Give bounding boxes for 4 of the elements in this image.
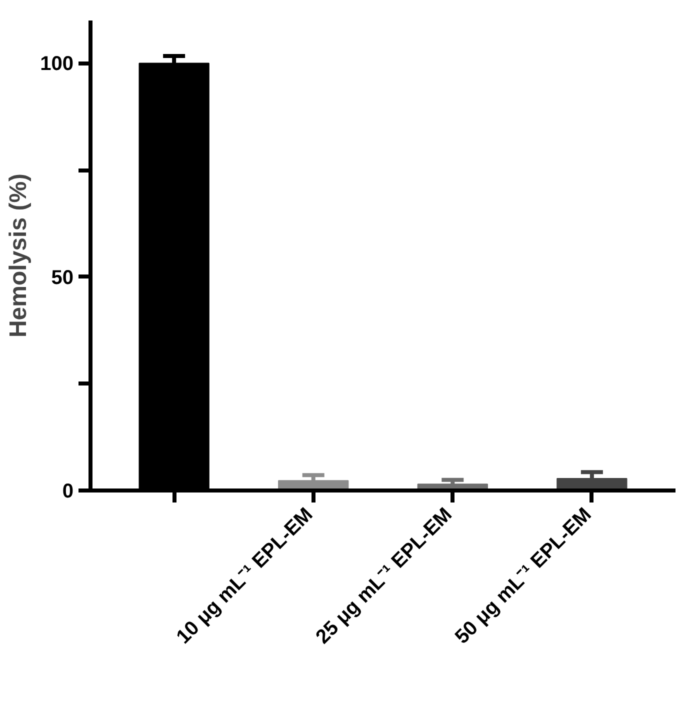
y-tick-label: 100 (40, 53, 74, 76)
y-tick-label: 0 (62, 480, 74, 502)
y-axis-title: Hemolysis (%) (5, 173, 32, 338)
y-tick-label: 50 (51, 266, 74, 289)
